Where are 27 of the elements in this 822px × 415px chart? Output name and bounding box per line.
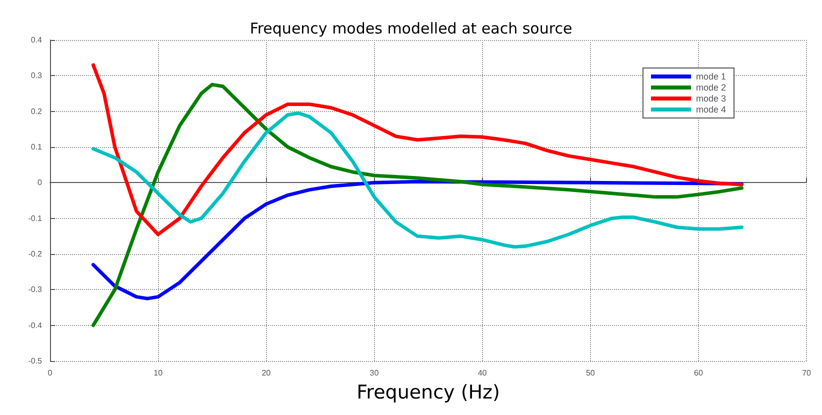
x-tick-label: 50 <box>586 368 596 378</box>
x-tick-label: 20 <box>262 368 272 378</box>
y-tick-label: -0.1 <box>28 214 43 223</box>
legend-label: mode 4 <box>696 104 726 114</box>
y-tick-label: 0.1 <box>30 142 43 152</box>
y-tick-label: -0.3 <box>28 285 43 294</box>
y-tick-label: 0.3 <box>30 71 43 80</box>
x-tick-label: 10 <box>154 368 164 378</box>
line-series <box>91 63 744 236</box>
x-tick-label: 30 <box>370 368 380 378</box>
legend-label: mode 1 <box>696 72 726 82</box>
x-tick-label: 0 <box>48 368 53 378</box>
y-tick-label: -0.2 <box>28 250 43 258</box>
chart-title: Frequency modes modelled at each source <box>250 20 572 38</box>
x-tick-label: 60 <box>694 368 704 378</box>
x-tick-label: 40 <box>478 368 488 378</box>
legend-label: mode 2 <box>696 82 726 92</box>
y-tick-label: 0.2 <box>30 106 43 116</box>
y-tick-label: -0.4 <box>28 320 43 330</box>
line-series <box>91 82 744 328</box>
y-tick-label: -0.5 <box>28 356 43 366</box>
y-tick-label: 0 <box>38 178 43 188</box>
x-tick-label: 70 <box>802 368 812 378</box>
legend-label: mode 3 <box>696 94 726 104</box>
line-series <box>91 111 744 249</box>
y-tick-label: 0.4 <box>30 36 43 44</box>
x-axis-title: Frequency (Hz) <box>356 382 500 404</box>
